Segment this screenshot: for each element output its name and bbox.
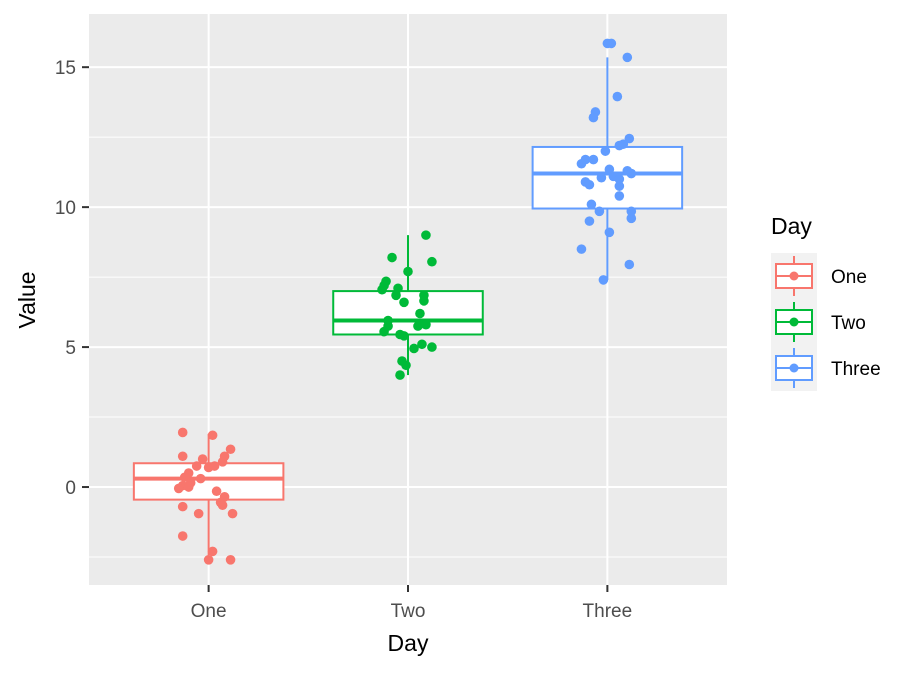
legend-key-point (789, 271, 799, 281)
box (332, 290, 484, 336)
x-axis-title: Day (388, 630, 429, 656)
data-point (604, 164, 615, 175)
data-point (409, 343, 419, 354)
data-point (403, 266, 413, 277)
y-tick-label: 5 (65, 338, 76, 359)
data-point (225, 555, 236, 565)
legend-key-two: Two (771, 299, 866, 345)
data-point (594, 206, 605, 217)
box (531, 145, 684, 210)
data-point (183, 482, 194, 492)
data-point (207, 430, 218, 441)
data-point (584, 179, 595, 190)
legend-title: Day (771, 213, 812, 239)
x-tick-label: Three (583, 601, 633, 622)
data-point (419, 296, 429, 306)
data-point (576, 158, 587, 169)
data-point (612, 91, 623, 102)
x-axis: One Two Three (191, 585, 633, 622)
data-point (622, 52, 633, 63)
data-point (217, 457, 228, 467)
data-point (421, 230, 431, 240)
legend-label: Two (831, 313, 866, 334)
data-point (379, 326, 389, 337)
data-point (399, 331, 409, 341)
data-point (417, 339, 427, 350)
data-point (211, 486, 222, 497)
legend-label: One (831, 267, 867, 288)
legend-key-one: One (771, 253, 867, 299)
data-point (588, 112, 599, 123)
data-point (614, 191, 625, 201)
data-point (415, 308, 425, 319)
boxplot-one (132, 433, 285, 560)
data-point (179, 472, 190, 483)
data-point (399, 297, 409, 308)
data-point (173, 483, 184, 494)
data-point (227, 508, 238, 519)
data-point (401, 360, 411, 371)
data-point (197, 454, 208, 464)
data-point (395, 370, 405, 380)
data-point (207, 546, 218, 557)
data-point (427, 256, 437, 267)
y-tick-label: 10 (55, 198, 76, 219)
box (132, 462, 285, 501)
boxplot-two (332, 235, 484, 376)
boxplots (132, 57, 684, 560)
legend: Day One Two Three (771, 213, 881, 391)
x-tick-label: One (191, 601, 227, 622)
data-point (614, 181, 625, 191)
legend-key-point (789, 363, 799, 373)
data-point (604, 227, 615, 238)
x-tick-label: Two (391, 601, 426, 622)
data-point (618, 139, 629, 149)
data-point (225, 444, 236, 455)
data-point (576, 244, 587, 254)
data-point (203, 555, 214, 565)
data-point (598, 275, 609, 285)
data-point (614, 174, 625, 184)
boxplot-three (531, 57, 684, 280)
data-point (177, 501, 188, 512)
jitter-points (173, 38, 637, 565)
data-point (626, 168, 637, 179)
y-axis: 0 5 10 15 (55, 58, 89, 499)
data-point (217, 500, 228, 511)
legend-key-three: Three (771, 345, 881, 391)
y-axis-title: Value (14, 271, 40, 328)
data-point (209, 461, 220, 471)
data-point (626, 206, 637, 217)
data-point (626, 213, 637, 224)
data-point (624, 259, 635, 270)
data-point (588, 154, 599, 165)
data-point (586, 199, 597, 210)
data-point (177, 451, 188, 462)
data-point (421, 319, 431, 330)
data-point (377, 284, 387, 295)
legend-keys: One Two Three (771, 253, 881, 391)
data-point (391, 290, 401, 301)
data-point (427, 342, 437, 352)
data-point (606, 38, 617, 49)
data-point (600, 146, 611, 156)
legend-key-point (789, 317, 799, 327)
data-point (596, 172, 607, 183)
data-point (624, 133, 635, 144)
data-point (177, 531, 188, 541)
data-point (584, 216, 595, 226)
data-point (413, 321, 423, 331)
data-point (195, 473, 206, 484)
data-point (387, 252, 397, 263)
y-tick-label: 15 (55, 58, 76, 79)
y-tick-label: 0 (65, 478, 76, 499)
data-point (177, 427, 188, 438)
legend-label: Three (831, 359, 881, 380)
data-point (191, 461, 202, 471)
data-point (193, 508, 204, 519)
